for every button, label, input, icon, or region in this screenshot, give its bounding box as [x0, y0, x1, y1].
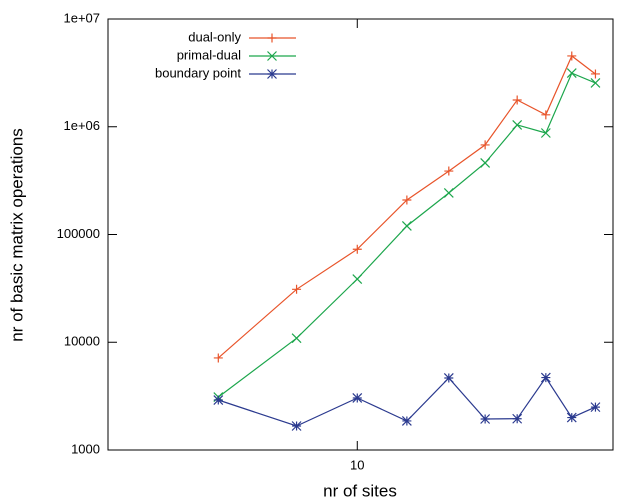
point-marker: [213, 353, 223, 363]
legend-label: dual-only: [188, 29, 241, 44]
point-marker: [590, 402, 601, 413]
point-marker: [292, 284, 302, 294]
legend-marker: [267, 33, 277, 43]
legend-marker: [267, 51, 277, 61]
point-marker: [352, 393, 363, 403]
point-marker: [541, 110, 551, 120]
point-marker: [402, 195, 412, 205]
point-marker: [480, 140, 490, 150]
series-line: [218, 376, 596, 427]
point-marker: [401, 221, 412, 231]
point-marker: [213, 395, 224, 405]
y-axis-label: nr of basic matrix operations: [7, 128, 26, 342]
point-marker: [512, 95, 522, 105]
point-marker: [567, 51, 577, 61]
point-marker: [480, 158, 491, 168]
plot-frame: [107, 18, 614, 451]
point-marker: [590, 78, 601, 88]
legend-label: boundary point: [155, 65, 241, 80]
legend-label: primal-dual: [177, 47, 241, 62]
series-line: [217, 55, 596, 359]
point-marker: [401, 416, 412, 426]
point-marker: [443, 188, 454, 198]
y-tick-label: 1e+06: [63, 118, 100, 133]
legend-marker: [267, 69, 277, 79]
point-marker: [566, 68, 577, 78]
y-tick-label: 1000: [71, 441, 100, 456]
point-marker: [443, 373, 454, 383]
series-line: [217, 72, 596, 398]
y-tick-label: 1e+07: [63, 10, 100, 25]
point-marker: [512, 119, 523, 130]
point-marker: [540, 372, 551, 383]
point-marker: [590, 69, 600, 79]
x-tick-label: 10: [350, 457, 364, 472]
point-marker: [540, 128, 551, 138]
y-tick-label: 100000: [57, 226, 100, 241]
y-tick-label: 10000: [64, 334, 100, 349]
point-marker: [352, 274, 363, 284]
point-marker: [291, 333, 302, 344]
point-marker: [480, 414, 491, 424]
point-marker: [512, 413, 523, 424]
point-marker: [566, 412, 577, 423]
point-marker: [444, 166, 454, 176]
point-marker: [291, 421, 302, 431]
x-axis-label: nr of sites: [323, 481, 397, 500]
point-marker: [352, 244, 362, 254]
